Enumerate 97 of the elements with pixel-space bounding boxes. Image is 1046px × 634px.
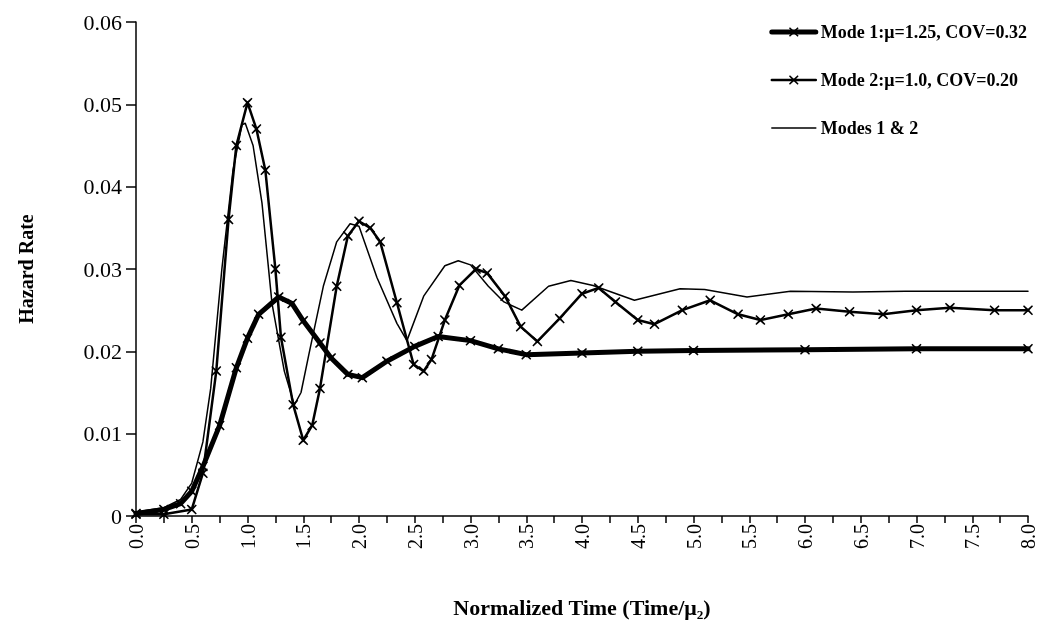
point: [273, 291, 284, 302]
point: [800, 344, 810, 355]
legend-label: Modes 1 & 2: [820, 118, 919, 138]
point: [270, 264, 281, 274]
point: [186, 486, 197, 497]
point: [471, 264, 482, 274]
point: [688, 345, 699, 356]
point: [989, 305, 1000, 316]
x-tick-label: 2.5: [403, 524, 426, 549]
point: [342, 231, 353, 242]
point: [593, 282, 604, 293]
point: [288, 399, 299, 410]
y-tick-label: 0.02: [83, 338, 122, 364]
x-tick-label: 0.5: [180, 524, 203, 549]
point: [331, 281, 342, 292]
point: [307, 420, 318, 431]
y-tick-label: 0.03: [83, 256, 122, 282]
point: [649, 319, 660, 330]
x-tick-label: 4.0: [571, 524, 593, 549]
point: [275, 332, 286, 343]
point: [231, 140, 242, 151]
point: [554, 313, 565, 324]
y-tick-label: 0.06: [83, 9, 122, 35]
point: [326, 352, 337, 363]
point: [214, 420, 225, 431]
point: [223, 214, 234, 225]
x-tick-label: 1.5: [292, 524, 315, 549]
point: [454, 280, 465, 291]
legend-label: Mode 2:μ=1.0, COV=0.20: [820, 70, 1018, 90]
point: [342, 369, 353, 380]
point: [231, 362, 242, 373]
point: [493, 343, 504, 354]
x-tick-label: 1.0: [236, 524, 259, 549]
x-tick-label: 2.0: [348, 524, 370, 549]
point: [1023, 343, 1033, 354]
point: [515, 321, 526, 332]
point: [521, 349, 532, 360]
point: [439, 315, 450, 326]
point: [418, 366, 429, 377]
point: [314, 383, 325, 394]
y-tick-label: 0.01: [83, 421, 122, 447]
legend-label: Mode 1:μ=1.25, COV=0.32: [820, 22, 1027, 42]
point: [253, 309, 264, 320]
point: [381, 356, 392, 367]
point: [242, 333, 253, 344]
point: [532, 336, 543, 347]
point: [298, 435, 309, 446]
point: [242, 97, 253, 108]
point: [1023, 305, 1033, 316]
x-tick-label: 5.0: [682, 524, 705, 549]
point: [391, 297, 402, 308]
point: [365, 222, 376, 233]
point: [783, 309, 794, 320]
point: [426, 354, 437, 365]
point: [354, 216, 364, 227]
x-tick-label: 5.5: [738, 524, 761, 549]
point: [197, 468, 208, 479]
x-tick-label: 4.5: [626, 524, 649, 549]
x-tick-label: 3.0: [459, 524, 482, 549]
x-tick-label: 6.5: [849, 524, 872, 549]
point: [186, 504, 197, 515]
x-tick-label: 7.5: [961, 524, 984, 549]
point: [577, 288, 587, 299]
point: [911, 305, 922, 316]
point: [677, 305, 688, 316]
point: [211, 366, 222, 377]
point: [314, 338, 325, 349]
point: [878, 309, 889, 320]
point: [465, 335, 476, 346]
point: [298, 315, 309, 326]
x-tick-label: 7.0: [905, 524, 928, 549]
point: [482, 268, 493, 279]
point: [175, 498, 186, 509]
x-tick-label: 3.5: [515, 524, 538, 549]
x-tick-label: 0.0: [125, 524, 147, 549]
y-tick-label: 0.04: [83, 174, 122, 200]
point: [577, 347, 587, 358]
point: [409, 341, 420, 352]
point: [844, 306, 855, 317]
point: [632, 346, 643, 357]
x-tick-label: 6.0: [794, 524, 816, 549]
y-tick-label: 0: [111, 503, 122, 529]
point: [158, 509, 169, 520]
point: [357, 372, 368, 383]
point: [260, 165, 271, 176]
point: [733, 309, 744, 320]
x-tick-label: 8.0: [1017, 524, 1039, 549]
x-axis-title: Normalized Time (Time/μ₂): [453, 594, 711, 620]
point: [408, 359, 419, 370]
point: [944, 302, 955, 313]
point: [705, 295, 716, 306]
y-axis-title: Hazard Rate: [15, 214, 37, 324]
point: [287, 298, 298, 309]
point: [375, 236, 386, 247]
point: [500, 291, 511, 302]
point: [632, 315, 643, 326]
y-tick-label: 0.05: [83, 91, 122, 117]
